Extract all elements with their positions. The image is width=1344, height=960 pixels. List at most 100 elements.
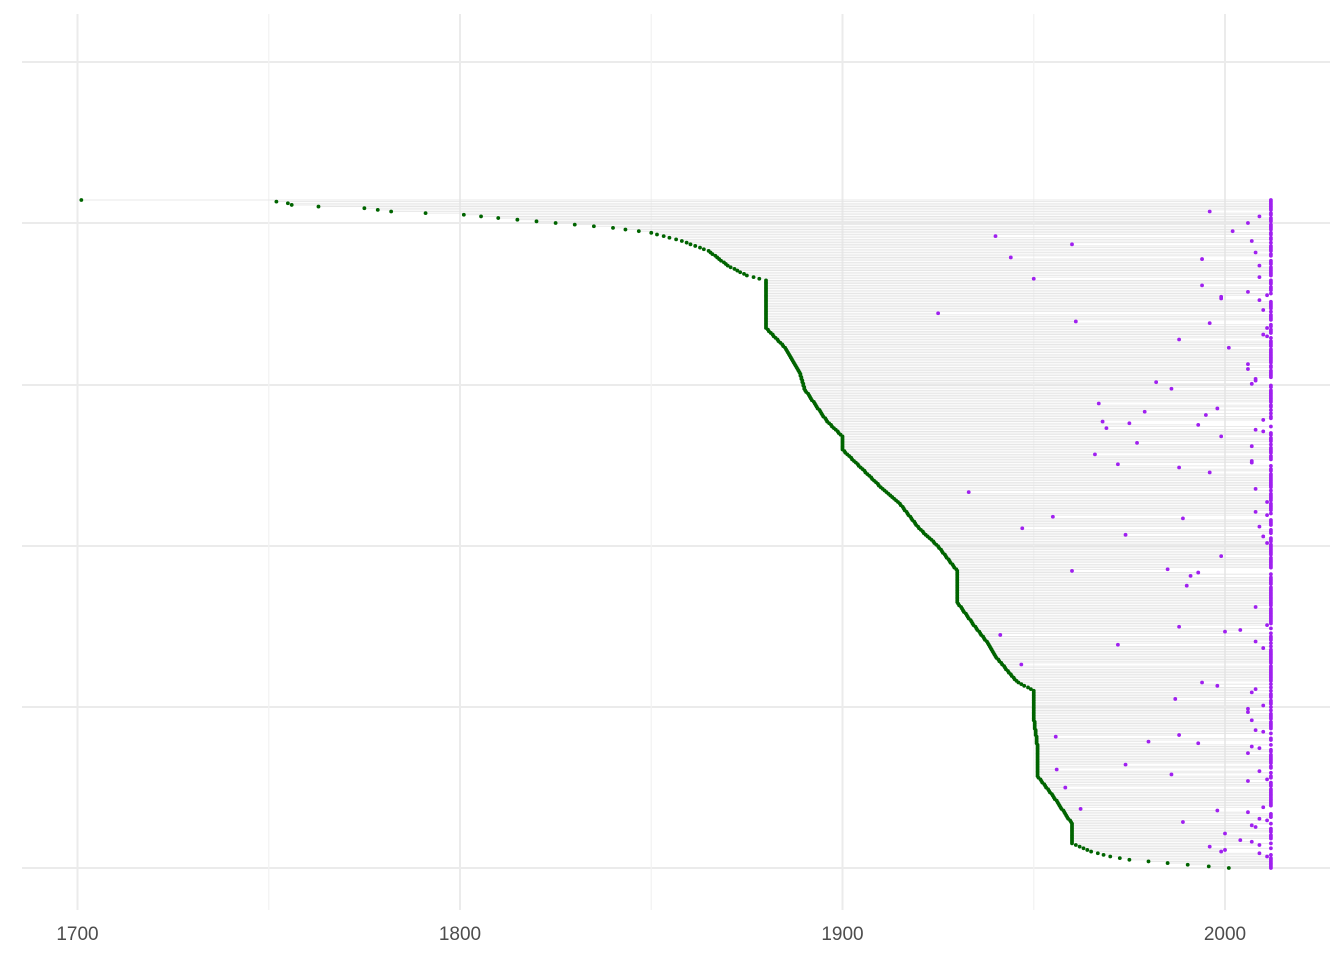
end-point — [1257, 843, 1262, 847]
start-point — [1101, 852, 1106, 857]
start-point — [735, 268, 740, 273]
end-point — [1269, 749, 1273, 754]
end-point — [1269, 708, 1273, 713]
end-point — [1269, 309, 1273, 314]
end-point — [1261, 805, 1266, 810]
end-point — [1269, 411, 1273, 416]
start-point — [1146, 859, 1151, 864]
end-point — [1207, 470, 1212, 475]
end-point — [1269, 404, 1273, 409]
start-point — [710, 252, 715, 257]
end-point — [1246, 810, 1250, 815]
end-point — [1261, 703, 1266, 708]
end-point — [1269, 432, 1273, 437]
end-point — [1269, 582, 1273, 586]
end-point — [1238, 838, 1243, 842]
start-point — [1206, 864, 1211, 869]
end-point — [1261, 646, 1266, 650]
start-point — [515, 217, 520, 222]
end-point — [1050, 514, 1055, 519]
end-point — [1269, 365, 1273, 370]
start-point — [742, 271, 746, 276]
end-point — [1269, 531, 1273, 536]
end-point — [1269, 232, 1273, 237]
start-point — [1089, 849, 1094, 854]
end-point — [1269, 743, 1273, 747]
end-point — [1246, 706, 1250, 711]
end-point — [1219, 434, 1224, 439]
end-point — [1169, 772, 1174, 777]
start-point — [1019, 682, 1024, 687]
end-point — [1031, 276, 1036, 281]
start-point — [725, 263, 730, 268]
end-point — [1257, 298, 1262, 303]
end-point — [1253, 728, 1258, 733]
x-tick-label: 1900 — [821, 924, 863, 945]
end-point — [1261, 534, 1266, 539]
end-point — [1261, 308, 1266, 312]
end-point — [1269, 641, 1273, 646]
end-point — [1269, 731, 1273, 736]
end-point — [1070, 569, 1074, 573]
start-point — [461, 212, 466, 217]
end-point — [1196, 570, 1201, 575]
end-point — [1269, 498, 1273, 503]
end-point — [1257, 263, 1262, 268]
start-point — [688, 242, 693, 247]
end-point — [1019, 662, 1024, 667]
end-point — [1269, 841, 1273, 846]
end-point — [1261, 729, 1266, 734]
end-point — [1269, 288, 1273, 293]
end-point — [1253, 509, 1258, 514]
end-point — [993, 234, 998, 239]
start-point — [479, 214, 483, 219]
end-point — [1269, 552, 1273, 557]
end-point — [1269, 317, 1273, 322]
end-point — [1269, 439, 1273, 444]
end-point — [1249, 690, 1254, 695]
end-point — [1269, 306, 1273, 311]
start-point — [738, 270, 743, 275]
start-point — [1095, 851, 1100, 856]
end-point — [1184, 583, 1189, 588]
end-point — [1073, 319, 1078, 324]
end-point — [1203, 413, 1208, 417]
start-point — [636, 229, 641, 234]
end-point — [1269, 836, 1273, 841]
end-point — [1269, 695, 1273, 700]
start-point — [661, 234, 666, 239]
x-tick-label: 1700 — [56, 924, 98, 945]
end-point — [1008, 255, 1013, 260]
end-point — [1269, 463, 1273, 468]
end-point — [1249, 823, 1254, 828]
start-point — [1127, 857, 1132, 862]
range-segments — [81, 199, 1271, 869]
end-point — [1078, 807, 1083, 811]
start-point — [728, 265, 733, 270]
start-point — [611, 226, 615, 230]
end-point — [1246, 362, 1250, 367]
end-point — [1207, 321, 1212, 325]
end-point — [1142, 409, 1147, 414]
end-point — [1269, 621, 1273, 626]
start-point — [1077, 844, 1082, 849]
start-point — [667, 235, 672, 240]
start-point — [757, 276, 762, 281]
end-point — [1127, 421, 1132, 426]
start-point — [1081, 846, 1086, 851]
end-point — [1269, 761, 1273, 765]
end-point — [1230, 229, 1235, 234]
end-point — [1253, 486, 1258, 491]
start-point — [679, 239, 684, 243]
end-point — [1181, 516, 1185, 521]
end-point — [1177, 733, 1181, 737]
end-point — [1200, 257, 1204, 261]
end-point — [1261, 332, 1266, 337]
end-point — [1269, 219, 1273, 224]
end-point — [1093, 452, 1097, 457]
end-point — [1269, 775, 1273, 780]
end-point — [1181, 820, 1185, 824]
end-point — [1249, 744, 1254, 749]
grid-layer — [22, 14, 1330, 910]
end-point — [1265, 854, 1269, 859]
